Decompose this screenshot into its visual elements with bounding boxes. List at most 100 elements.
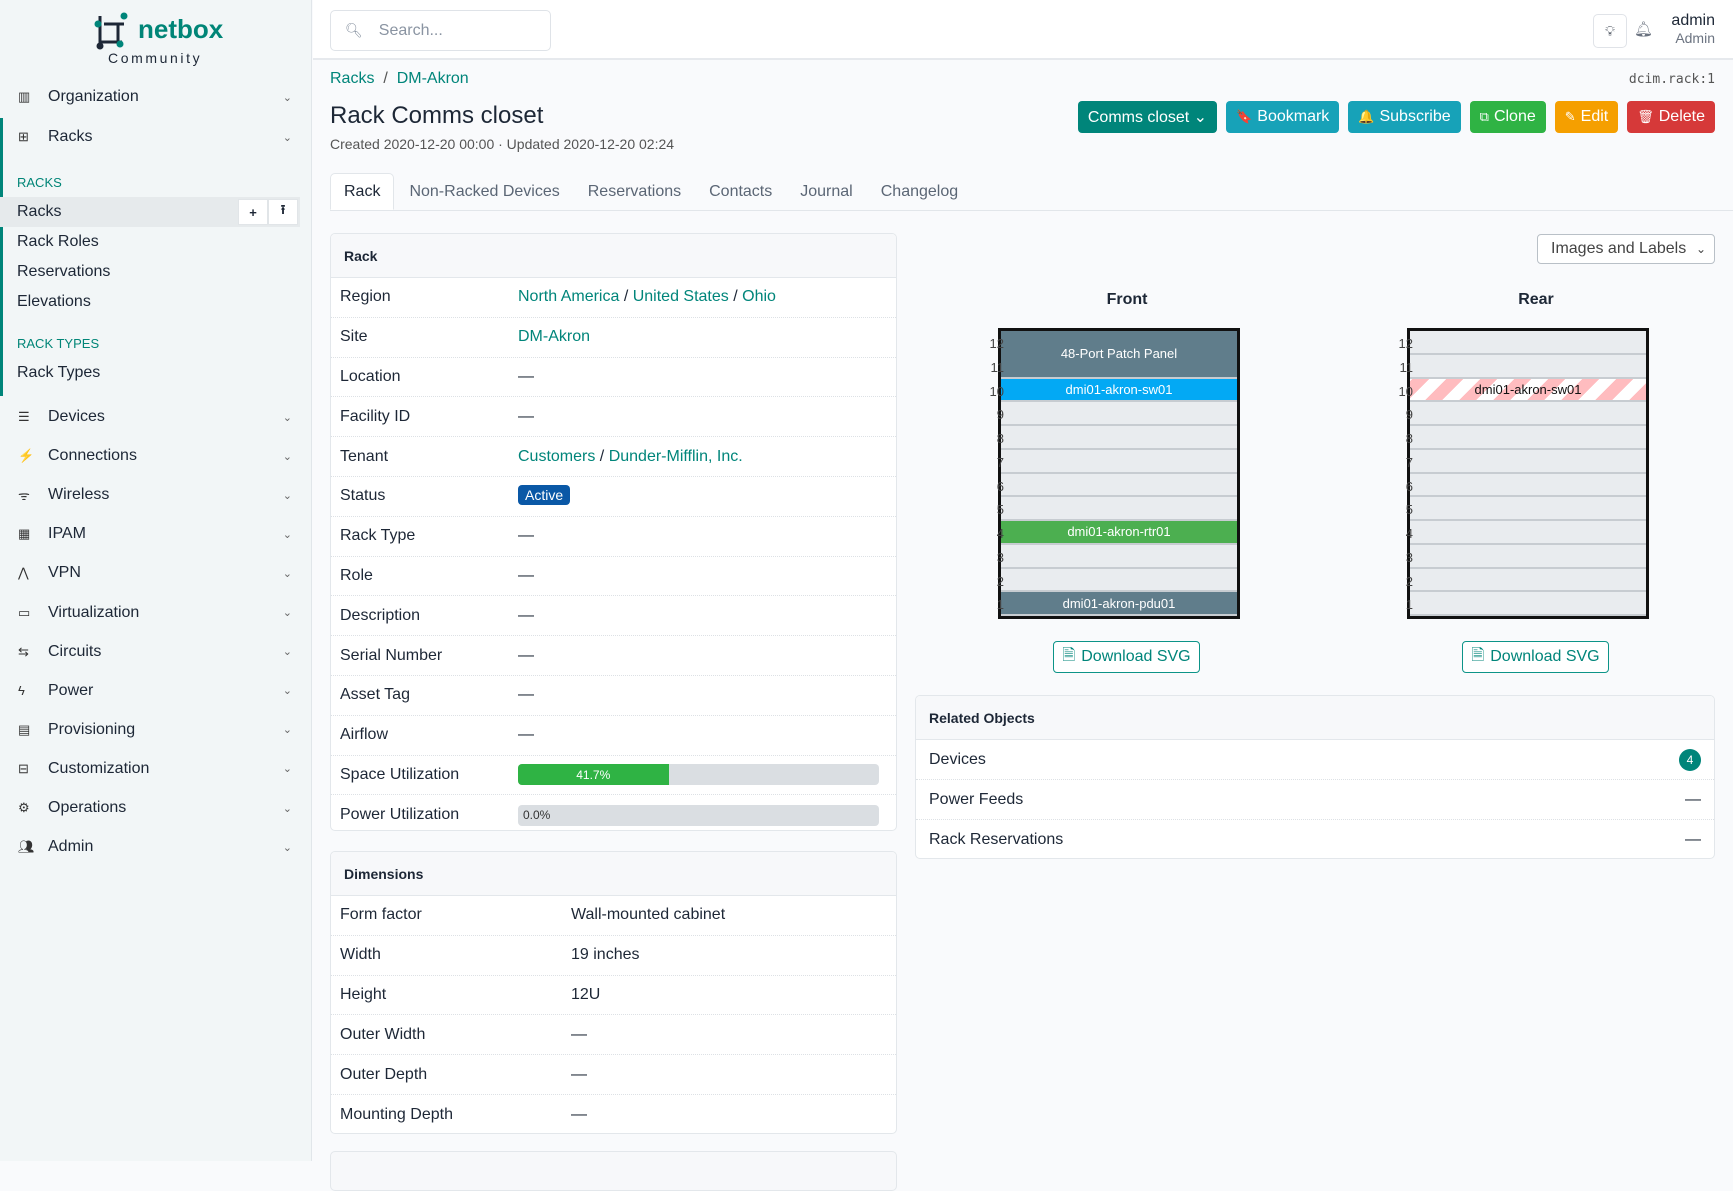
row-label: Region [340,288,391,306]
nav-label: Wireless [48,486,110,504]
bell-icon[interactable]: 🔔︎ [1633,21,1653,38]
rack-unit [1410,569,1646,593]
rack-unit [1410,450,1646,474]
table-row: Mounting Depth — [331,1095,896,1133]
unit-number: 7 [996,454,1004,470]
tab-non-racked-devices[interactable]: Non-Racked Devices [409,182,560,200]
nav-admin[interactable]: 👥︎ Admin ⌄ [0,828,310,866]
sidebar-item-rack-roles[interactable]: Rack Roles [0,227,300,257]
breadcrumb-racks[interactable]: Racks [330,70,375,87]
edit-button[interactable]: ✎ Edit [1554,101,1619,133]
row-label: Description [340,606,421,624]
nav-organization[interactable]: ▥ Organization ⌄ [0,78,310,116]
unit-number: 7 [1405,454,1413,470]
progress-bar: 41.7% [518,764,879,786]
subscribe-button[interactable]: 🔔 Subscribe [1348,101,1461,133]
button-label: Subscribe [1379,108,1451,125]
breadcrumb-site[interactable]: DM-Akron [396,70,469,87]
rack-unit [1410,474,1646,498]
search-input[interactable]: 🔍︎ Search... [330,10,551,51]
chevron-down-icon: ⌄ [282,685,292,698]
add-icon[interactable]: + [238,199,268,225]
unit-number: 8 [996,431,1004,446]
rack-device[interactable]: dmi01-akron-sw01 [1001,378,1237,403]
user-menu[interactable]: admin Admin [1671,12,1715,46]
nav-label: Organization [48,88,139,105]
nav-virtualization[interactable]: ▭ Virtualization ⌄ [0,594,310,632]
row-value: — [518,407,534,425]
building-icon: ▥ [18,89,31,104]
sidebar-item-racks[interactable]: Racks + ⭱ [0,197,300,227]
row-label: Rack Type [340,527,416,545]
button-label: Bookmark [1257,108,1330,125]
tab-changelog[interactable]: Changelog [880,182,959,200]
rack-device[interactable]: dmi01-akron-sw01 [1410,378,1646,403]
nav-racks[interactable]: ⊞ Racks ⌄ [0,118,310,156]
unit-number: 10 [1398,383,1413,399]
server-icon: ☰ [18,409,30,424]
nav-devices[interactable]: ☰ Devices ⌄ [0,398,310,436]
nav-vpn[interactable]: ⋀ VPN ⌄ [0,554,310,592]
unit-number: 3 [996,549,1004,565]
netbox-logo[interactable]: netbox Community [92,12,223,68]
unit-number: 2 [996,573,1004,589]
download-front-svg-button[interactable]: 🗎 Download SVG [1053,641,1200,673]
nav-power[interactable]: ϟ Power ⌄ [0,672,310,710]
device-name: dmi01-akron-pdu01 [1062,595,1176,611]
related-link[interactable]: Rack Reservations [929,831,1064,848]
unit-number: 3 [1405,549,1413,565]
related-row[interactable]: Rack Reservations — [916,820,1714,858]
lightbulb-icon: 💡︎ [1605,22,1615,39]
related-row[interactable]: Devices 4 [916,740,1714,780]
nav-connections[interactable]: ⚡ Connections ⌄ [0,437,310,475]
rack-unit [1001,402,1237,426]
elevation-view-select[interactable]: Images and Labels ⌄ [1537,234,1715,264]
nav-customization[interactable]: ⊟ Customization ⌄ [0,750,310,788]
comms-button[interactable]: Comms closet ⌄ [1077,101,1218,133]
row-label: Location [340,367,401,385]
table-row: Outer Depth — [331,1055,896,1095]
nav-ipam[interactable]: ▦ IPAM ⌄ [0,515,310,553]
bookmark-button[interactable]: 🔖 Bookmark [1226,101,1340,133]
link[interactable]: DM-Akron [518,328,591,346]
link[interactable]: Ohio [742,288,776,306]
download-rear-svg-button[interactable]: 🗎 Download SVG [1462,641,1609,673]
rack-card: Rack Region North America / United States… [330,233,897,831]
nav-circuits[interactable]: ⇆ Circuits ⌄ [0,633,310,671]
related-link[interactable]: Power Feeds [929,790,1024,808]
rack-device[interactable]: dmi01-akron-rtr01 [1001,521,1237,545]
dimensions-card: Dimensions Form factor Wall-mounted cabin… [330,851,897,1134]
sidebar-item-elevations[interactable]: Elevations [0,287,300,317]
tab-journal[interactable]: Journal [800,182,853,200]
table-row: Facility ID — [331,397,896,438]
import-icon[interactable]: ⭱ [268,199,298,225]
rack-icon: ⊞ [18,129,29,144]
theme-toggle-button[interactable]: 💡︎ [1593,14,1627,48]
link[interactable]: North America [518,288,620,306]
link[interactable]: United States [632,288,729,306]
delete-button[interactable]: 🗑 Delete [1627,101,1715,133]
link[interactable]: Dunder-Mifflin, Inc. [608,447,743,465]
nav-provisioning[interactable]: ▤ Provisioning ⌄ [0,711,310,749]
sidebar-item-rack-types[interactable]: Rack Types [0,358,300,388]
related-row[interactable]: Power Feeds — [916,780,1714,820]
nav-label: Power [48,681,94,699]
unit-number: 4 [1405,526,1413,541]
active-accent [0,118,3,396]
button-label: Delete [1658,108,1705,125]
link[interactable]: Customers [518,447,596,465]
tab-contacts[interactable]: Contacts [709,182,773,200]
row-label: Asset Tag [340,686,410,704]
rack-device[interactable]: dmi01-akron-pdu01 [1001,592,1237,616]
clone-button[interactable]: ⧉ Clone [1469,101,1546,133]
nav-operations[interactable]: ⚙ Operations ⌄ [0,789,310,827]
rack-device[interactable]: 48-Port Patch Panel [1001,331,1237,379]
sidebar-item-reservations[interactable]: Reservations [0,257,300,287]
row-value: — [518,606,534,624]
nav-wireless[interactable]: ᯤ Wireless ⌄ [0,476,310,514]
related-link[interactable]: Devices [929,750,986,768]
tab-rack[interactable]: Rack [330,173,395,210]
tab-reservations[interactable]: Reservations [587,182,682,200]
row-value: — [571,1105,587,1123]
row-label: Outer Depth [340,1065,428,1083]
